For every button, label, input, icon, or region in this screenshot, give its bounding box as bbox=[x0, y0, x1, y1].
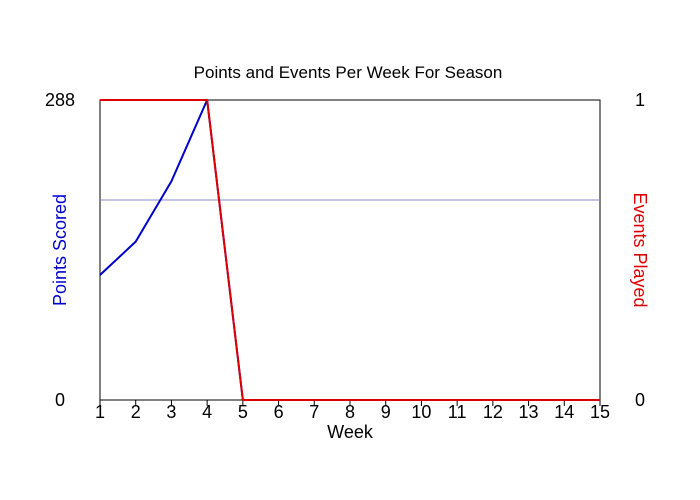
x-tick-label: 10 bbox=[411, 402, 431, 422]
x-tick-label: 7 bbox=[309, 402, 319, 422]
y-left-axis-label: Points Scored bbox=[50, 194, 70, 306]
x-tick-label: 6 bbox=[274, 402, 284, 422]
x-tick-label: 8 bbox=[345, 402, 355, 422]
y-right-tick-label: 1 bbox=[635, 90, 645, 110]
x-tick-label: 3 bbox=[166, 402, 176, 422]
x-tick-label: 13 bbox=[519, 402, 539, 422]
x-axis-label: Week bbox=[327, 422, 374, 442]
x-tick-label: 11 bbox=[448, 402, 467, 422]
x-tick-label: 4 bbox=[202, 402, 212, 422]
x-tick-label: 1 bbox=[95, 402, 105, 422]
x-tick-label: 15 bbox=[590, 402, 610, 422]
x-tick-label: 5 bbox=[238, 402, 248, 422]
y-right-tick-label: 0 bbox=[635, 390, 645, 410]
x-tick-label: 14 bbox=[554, 402, 574, 422]
x-tick-label: 9 bbox=[381, 402, 391, 422]
events-played-line bbox=[100, 99, 600, 401]
y-left-tick-label: 0 bbox=[55, 390, 65, 410]
x-tick-label: 2 bbox=[131, 402, 141, 422]
chart-title: Points and Events Per Week For Season bbox=[194, 63, 503, 82]
x-tick-label: 12 bbox=[483, 402, 503, 422]
y-left-tick-label: 288 bbox=[45, 90, 75, 110]
y-right-axis-label: Events Played bbox=[630, 192, 650, 307]
